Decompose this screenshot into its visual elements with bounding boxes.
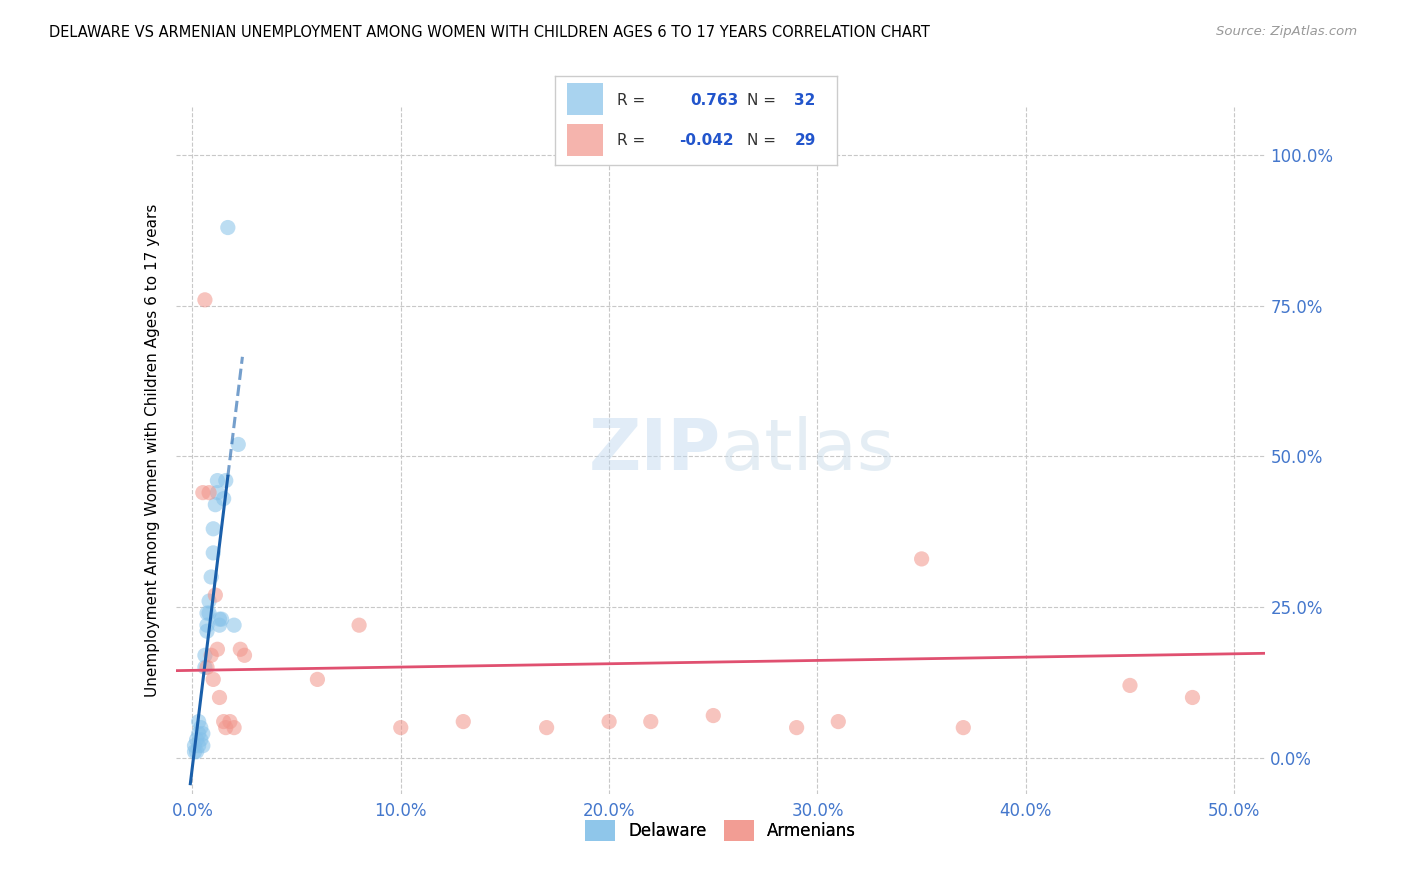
Point [202, 546, 225, 560]
Point [215, 721, 238, 735]
Point [702, 708, 724, 723]
Point [786, 721, 808, 735]
Text: 32: 32 [794, 94, 815, 108]
Point [217, 220, 239, 235]
Point [187, 714, 209, 729]
Point [389, 721, 412, 735]
Point [233, 648, 256, 663]
Point [208, 618, 231, 632]
Point [952, 721, 974, 735]
Point [222, 721, 245, 735]
Bar [567, 124, 603, 156]
Point [202, 673, 225, 687]
Point [598, 714, 620, 729]
Point [536, 721, 558, 735]
Point [207, 485, 229, 500]
Legend: Delaware, Armenians: Delaware, Armenians [578, 814, 863, 847]
Text: atlas: atlas [721, 416, 896, 485]
Point [198, 485, 221, 500]
Point [183, 745, 205, 759]
Point [212, 491, 235, 506]
Text: Source: ZipAtlas.com: Source: ZipAtlas.com [1216, 25, 1357, 38]
Point [194, 660, 217, 674]
Point [187, 739, 209, 753]
Point [191, 726, 214, 740]
Point [183, 739, 205, 753]
Point [195, 618, 218, 632]
Point [186, 745, 208, 759]
Point [194, 293, 217, 307]
Text: R =: R = [617, 133, 645, 147]
Point [195, 660, 218, 674]
Text: 0.763: 0.763 [690, 94, 738, 108]
Point [226, 437, 249, 451]
Text: -0.042: -0.042 [679, 133, 734, 147]
Point [200, 648, 222, 663]
Point [208, 612, 231, 626]
Point [190, 721, 212, 735]
Text: ZIP: ZIP [588, 416, 721, 485]
Point [207, 474, 229, 488]
Point [202, 522, 225, 536]
Text: 29: 29 [794, 133, 815, 147]
Point [640, 714, 662, 729]
Point [219, 714, 242, 729]
Text: N =: N = [747, 94, 776, 108]
Point [212, 714, 235, 729]
Point [200, 570, 222, 584]
Point [198, 594, 221, 608]
Point [187, 726, 209, 740]
Point [827, 714, 849, 729]
Point [204, 498, 226, 512]
Point [347, 618, 370, 632]
Point [186, 732, 208, 747]
Point [229, 642, 252, 657]
Point [191, 485, 214, 500]
Point [222, 618, 245, 632]
Point [195, 624, 218, 639]
Point [1119, 678, 1142, 692]
Y-axis label: Unemployment Among Women with Children Ages 6 to 17 years: Unemployment Among Women with Children A… [145, 203, 160, 698]
Point [204, 588, 226, 602]
Point [190, 732, 212, 747]
Text: DELAWARE VS ARMENIAN UNEMPLOYMENT AMONG WOMEN WITH CHILDREN AGES 6 TO 17 YEARS C: DELAWARE VS ARMENIAN UNEMPLOYMENT AMONG … [49, 25, 931, 40]
Point [198, 606, 221, 620]
Bar [567, 83, 603, 115]
Text: R =: R = [617, 94, 645, 108]
Point [208, 690, 231, 705]
Point [194, 648, 217, 663]
Point [307, 673, 329, 687]
Point [195, 606, 218, 620]
Point [207, 642, 229, 657]
Point [1181, 690, 1204, 705]
Point [211, 612, 233, 626]
Point [451, 714, 474, 729]
Point [910, 552, 932, 566]
Point [191, 739, 214, 753]
Text: N =: N = [747, 133, 776, 147]
Point [215, 474, 238, 488]
